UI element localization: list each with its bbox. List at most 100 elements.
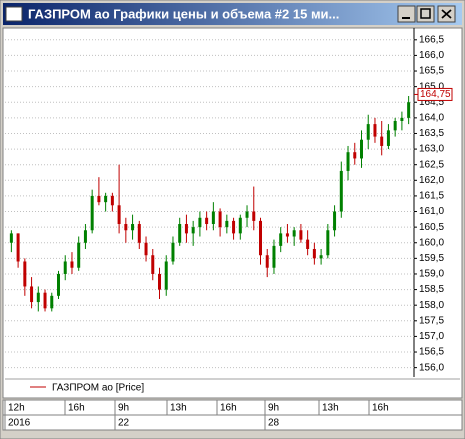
- candle-body: [319, 255, 323, 259]
- candle-body: [259, 220, 262, 256]
- candle-body: [299, 230, 303, 240]
- y-tick-label: 165,0: [419, 81, 444, 92]
- hour-label: 16h: [68, 403, 85, 414]
- date-label: 28: [268, 418, 280, 429]
- y-tick-label: 156,5: [419, 347, 444, 358]
- candle-body: [285, 233, 289, 237]
- y-tick-label: 162,5: [419, 159, 444, 170]
- candle-body: [184, 224, 188, 234]
- candle-body: [393, 120, 397, 131]
- candle-body: [117, 205, 121, 225]
- candle-body: [339, 170, 343, 212]
- candle-body: [333, 211, 337, 231]
- y-tick-label: 158,5: [419, 284, 444, 295]
- window-buttons[interactable]: [397, 5, 456, 23]
- candle-body: [151, 255, 155, 274]
- y-tick-label: 164,0: [419, 113, 444, 124]
- y-tick-label: 159,5: [419, 253, 444, 264]
- y-tick-label: 160,5: [419, 222, 444, 233]
- candle-body: [386, 130, 390, 146]
- candle-body: [178, 224, 182, 243]
- date-label: 2016: [8, 418, 31, 429]
- candle-body: [380, 136, 384, 146]
- last-price-label: 164,75: [420, 89, 451, 100]
- candle-body: [137, 224, 141, 243]
- candle-body: [16, 233, 20, 262]
- candle-body: [245, 211, 249, 218]
- hour-label: 9h: [118, 403, 129, 414]
- y-tick-label: 157,5: [419, 315, 444, 326]
- candle-body: [407, 102, 411, 118]
- window-title: ГАЗПРОМ ао Графики цены и объема #2 15 м…: [28, 6, 339, 21]
- hour-label: 13h: [170, 403, 187, 414]
- candle-body: [198, 217, 202, 228]
- y-tick-label: 164,5: [419, 97, 444, 108]
- y-tick-label: 158,0: [419, 300, 444, 311]
- candle-body: [43, 292, 47, 309]
- candle-body: [36, 292, 40, 303]
- y-tick-label: 163,0: [419, 144, 444, 155]
- maximize-icon: [420, 8, 431, 19]
- hour-label: 16h: [220, 403, 237, 414]
- y-tick-label: 161,0: [419, 206, 444, 217]
- candle-body: [252, 211, 256, 221]
- candle-body: [353, 152, 357, 159]
- y-tick-label: 157,0: [419, 331, 444, 342]
- hour-label: 9h: [268, 403, 279, 414]
- candle-body: [238, 217, 242, 234]
- candle-body: [312, 248, 316, 259]
- hour-label: 12h: [8, 403, 25, 414]
- minimize-button[interactable]: [397, 5, 416, 23]
- legend-label: ГАЗПРОМ ао [Price]: [52, 383, 144, 394]
- y-tick-label: 166,0: [419, 50, 444, 61]
- candle-body: [366, 124, 370, 140]
- candle-body: [164, 261, 168, 290]
- candle-body: [63, 261, 67, 274]
- hour-label: 16h: [372, 403, 389, 414]
- candle-body: [360, 139, 363, 159]
- candle-body: [232, 220, 236, 234]
- candle-body: [265, 255, 269, 268]
- candle-body: [57, 273, 60, 296]
- candle-body: [205, 217, 209, 225]
- y-tick-label: 160,0: [419, 237, 444, 248]
- y-tick-label: 166,5: [419, 34, 444, 45]
- candle-body: [144, 242, 148, 256]
- candle-body: [30, 286, 34, 303]
- y-tick-label: 161,5: [419, 191, 444, 202]
- y-tick-label: 159,0: [419, 269, 444, 280]
- candle-body: [97, 195, 101, 203]
- candle-body: [90, 195, 94, 231]
- candle-body: [279, 233, 283, 246]
- candle-body: [211, 211, 215, 225]
- candle-body: [124, 224, 128, 231]
- candle-body: [346, 152, 350, 171]
- date-label: 22: [118, 418, 130, 429]
- candle-body: [373, 124, 377, 137]
- candle-body: [218, 211, 222, 228]
- candle-body: [23, 261, 27, 287]
- candle-body: [272, 245, 276, 268]
- y-tick-label: 162,0: [419, 175, 444, 186]
- last-price-box: [417, 87, 453, 101]
- close-icon: [441, 9, 452, 19]
- candle-body: [191, 227, 195, 234]
- title-bar: [3, 3, 462, 25]
- candle-body: [400, 117, 404, 121]
- candle-body: [50, 295, 54, 309]
- candle-body: [104, 195, 108, 203]
- candle-body: [158, 273, 161, 290]
- candle-body: [306, 239, 310, 249]
- y-tick-label: 163,5: [419, 128, 444, 139]
- candle-body: [77, 242, 81, 268]
- candle-body: [326, 230, 330, 256]
- candle-body: [70, 261, 74, 268]
- candle-body: [131, 224, 135, 231]
- y-tick-label: 165,5: [419, 66, 444, 77]
- hour-label: 13h: [322, 403, 339, 414]
- candle-body: [225, 220, 229, 228]
- window-icon: [5, 6, 23, 22]
- candle-body: [83, 230, 87, 243]
- y-tick-label: 156,0: [419, 362, 444, 373]
